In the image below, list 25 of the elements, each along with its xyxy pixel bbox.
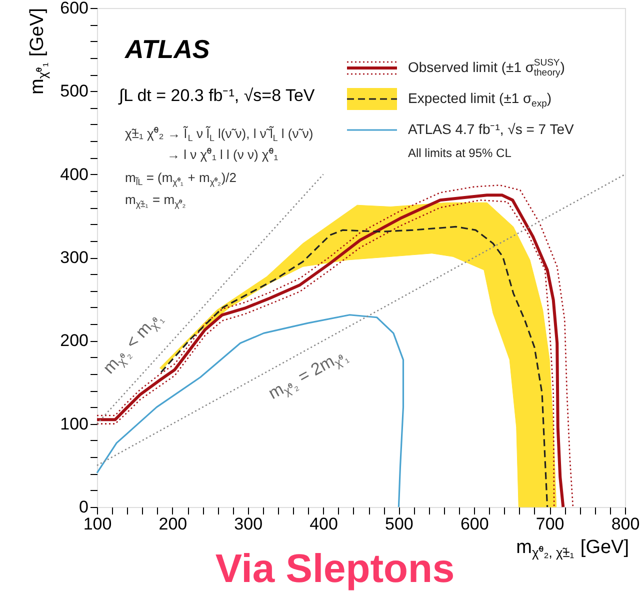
legend-label: ATLAS 4.7 fb⁻¹, √s = 7 TeV bbox=[408, 121, 575, 137]
x-tick-label: 700 bbox=[536, 514, 564, 534]
x-tick-label: 300 bbox=[234, 514, 263, 534]
y-tick-label: 300 bbox=[60, 248, 88, 267]
y-tick-label: 600 bbox=[60, 0, 88, 18]
y-tick-label: 400 bbox=[60, 164, 88, 184]
x-tick-label: 400 bbox=[310, 514, 338, 534]
y-tick-label: 500 bbox=[60, 82, 88, 101]
annotation: All limits at 95% CL bbox=[408, 146, 512, 160]
line-series bbox=[96, 314, 404, 508]
x-tick-label: 100 bbox=[83, 514, 112, 534]
x-tick-label: 500 bbox=[385, 514, 414, 534]
annotation: ∫L dt = 20.3 fb⁻¹, √s=8 TeV bbox=[118, 86, 316, 105]
text: Via Sleptons bbox=[215, 547, 455, 591]
annotation: ATLAS bbox=[124, 34, 210, 64]
y-tick-label: 200 bbox=[60, 331, 88, 350]
annotation: mχ̃⁰₂ = 2mχ̃⁰₁ bbox=[265, 352, 352, 404]
x-tick-label: 600 bbox=[460, 514, 489, 534]
y-tick-label: 100 bbox=[60, 414, 88, 434]
y-axis-title: mχ̃⁰₁ [GeV] bbox=[27, 8, 50, 94]
x-tick-label: 200 bbox=[158, 514, 188, 534]
y-tick-label: 0 bbox=[79, 498, 88, 516]
x-tick-label: 800 bbox=[611, 514, 640, 534]
annotation: mχ̃⁰₂ < mχ̃⁰₁ bbox=[99, 314, 167, 378]
annotation: → l ν χ̃⁰₁ l l (ν ν) χ̃⁰₁ bbox=[167, 147, 279, 162]
